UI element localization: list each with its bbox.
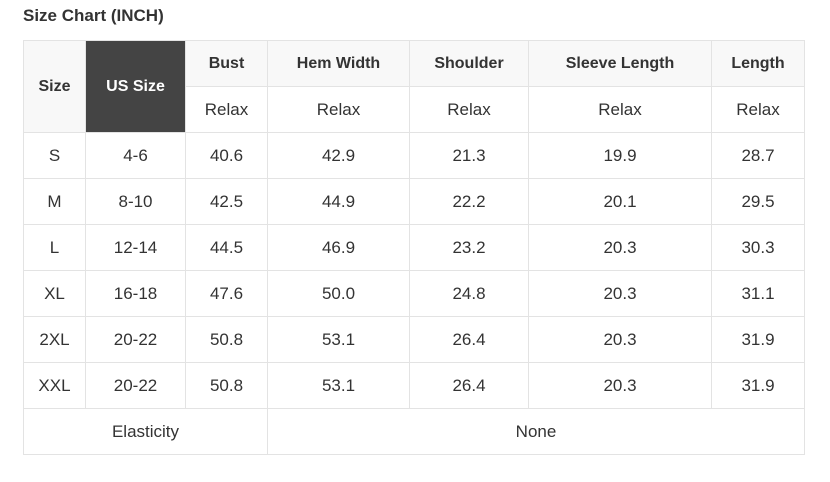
size-chart-table: Size US Size Bust Hem Width Shoulder Sle… <box>23 40 805 455</box>
table-row: M 8-10 42.5 44.9 22.2 20.1 29.5 <box>23 178 805 225</box>
table-cell: XL <box>23 270 86 317</box>
header-shoulder: Shoulder <box>409 40 529 87</box>
table-cell: 31.9 <box>711 362 805 409</box>
header-bust: Bust <box>185 40 268 87</box>
table-cell: 20-22 <box>85 362 186 409</box>
page-title: Size Chart (INCH) <box>23 6 164 25</box>
table-cell: 20.3 <box>528 316 712 363</box>
subheader-cell: Relax <box>409 86 529 133</box>
subheader-cell: Relax <box>528 86 712 133</box>
header-hem-width: Hem Width <box>267 40 410 87</box>
table-cell: 31.9 <box>711 316 805 363</box>
table-cell: 23.2 <box>409 224 529 271</box>
table-cell: 19.9 <box>528 132 712 179</box>
table-cell: 44.5 <box>185 224 268 271</box>
table-cell: S <box>23 132 86 179</box>
subheader-row: Relax Relax Relax Relax Relax <box>24 86 805 133</box>
table-cell: XXL <box>23 362 86 409</box>
table-cell: 8-10 <box>85 178 186 225</box>
table-cell: 50.8 <box>185 362 268 409</box>
table-cell: 4-6 <box>85 132 186 179</box>
table-cell: 20.3 <box>528 224 712 271</box>
table-cell: 46.9 <box>267 224 410 271</box>
table-cell: 20.1 <box>528 178 712 225</box>
table-row: XL 16-18 47.6 50.0 24.8 20.3 31.1 <box>23 270 805 317</box>
table-cell: 44.9 <box>267 178 410 225</box>
table-cell: 50.8 <box>185 316 268 363</box>
elasticity-value: None <box>267 408 805 455</box>
elasticity-label: Elasticity <box>23 408 268 455</box>
header-sleeve-length: Sleeve Length <box>528 40 712 87</box>
header-size: Size <box>23 40 86 133</box>
table-cell: M <box>23 178 86 225</box>
table-cell: 2XL <box>23 316 86 363</box>
table-cell: 42.5 <box>185 178 268 225</box>
subheader-cell: Relax <box>185 86 268 133</box>
table-cell: 26.4 <box>409 362 529 409</box>
table-cell: 31.1 <box>711 270 805 317</box>
header-length: Length <box>711 40 805 87</box>
table-cell: 29.5 <box>711 178 805 225</box>
table-cell: 47.6 <box>185 270 268 317</box>
table-cell: 24.8 <box>409 270 529 317</box>
table-row: 2XL 20-22 50.8 53.1 26.4 20.3 31.9 <box>23 316 805 363</box>
header-us-size: US Size <box>85 40 186 133</box>
table-cell: 26.4 <box>409 316 529 363</box>
table-cell: 12-14 <box>85 224 186 271</box>
table-cell: 21.3 <box>409 132 529 179</box>
footer-row: Elasticity None <box>23 408 805 455</box>
table-cell: 28.7 <box>711 132 805 179</box>
table-cell: 30.3 <box>711 224 805 271</box>
subheader-cell: Relax <box>711 86 805 133</box>
table-cell: L <box>23 224 86 271</box>
table-cell: 40.6 <box>185 132 268 179</box>
table-cell: 50.0 <box>267 270 410 317</box>
table-cell: 42.9 <box>267 132 410 179</box>
table-row: S 4-6 40.6 42.9 21.3 19.9 28.7 <box>23 132 805 179</box>
table-row: XXL 20-22 50.8 53.1 26.4 20.3 31.9 <box>23 362 805 409</box>
table-cell: 16-18 <box>85 270 186 317</box>
table-cell: 20.3 <box>528 270 712 317</box>
subheader-cell: Relax <box>267 86 410 133</box>
table-row: L 12-14 44.5 46.9 23.2 20.3 30.3 <box>23 224 805 271</box>
header-row: Size US Size Bust Hem Width Shoulder Sle… <box>23 40 805 133</box>
table-cell: 20.3 <box>528 362 712 409</box>
table-cell: 22.2 <box>409 178 529 225</box>
table-cell: 20-22 <box>85 316 186 363</box>
table-cell: 53.1 <box>267 316 410 363</box>
table-cell: 53.1 <box>267 362 410 409</box>
